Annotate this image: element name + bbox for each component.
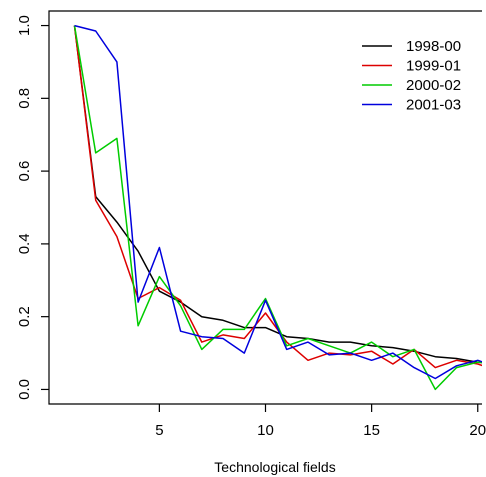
y-tick-label: 0.4 <box>16 233 33 254</box>
y-tick-label: 1.0 <box>16 15 33 36</box>
legend-label: 1998-00 <box>406 38 461 55</box>
legend-label: 2001-03 <box>406 97 461 114</box>
series-line-2000-02 <box>73 25 482 391</box>
x-axis-label: Technological fields <box>214 459 335 475</box>
series-line-1999-01 <box>73 25 482 369</box>
x-tick-label: 5 <box>155 422 163 439</box>
legend-label: 1999-01 <box>406 58 461 75</box>
y-tick-label: 0.0 <box>16 379 33 400</box>
x-tick-label: 20 <box>469 422 486 439</box>
y-tick-label: 0.2 <box>16 306 33 327</box>
plot-area <box>73 24 482 391</box>
y-tick-label: 0.6 <box>16 161 33 182</box>
x-tick-label: 15 <box>363 422 380 439</box>
x-tick-label: 10 <box>257 422 274 439</box>
legend: 1998-00 1999-01 2000-02 2001-03 <box>362 38 461 114</box>
axes: 5 10 15 20 0.0 0.2 0.4 0.6 0.8 1.0 <box>16 10 486 439</box>
legend-label: 2000-02 <box>406 77 461 94</box>
series-line-1998-00 <box>73 25 482 364</box>
y-tick-label: 0.8 <box>16 88 33 109</box>
series-line-2001-03 <box>74 24 482 380</box>
